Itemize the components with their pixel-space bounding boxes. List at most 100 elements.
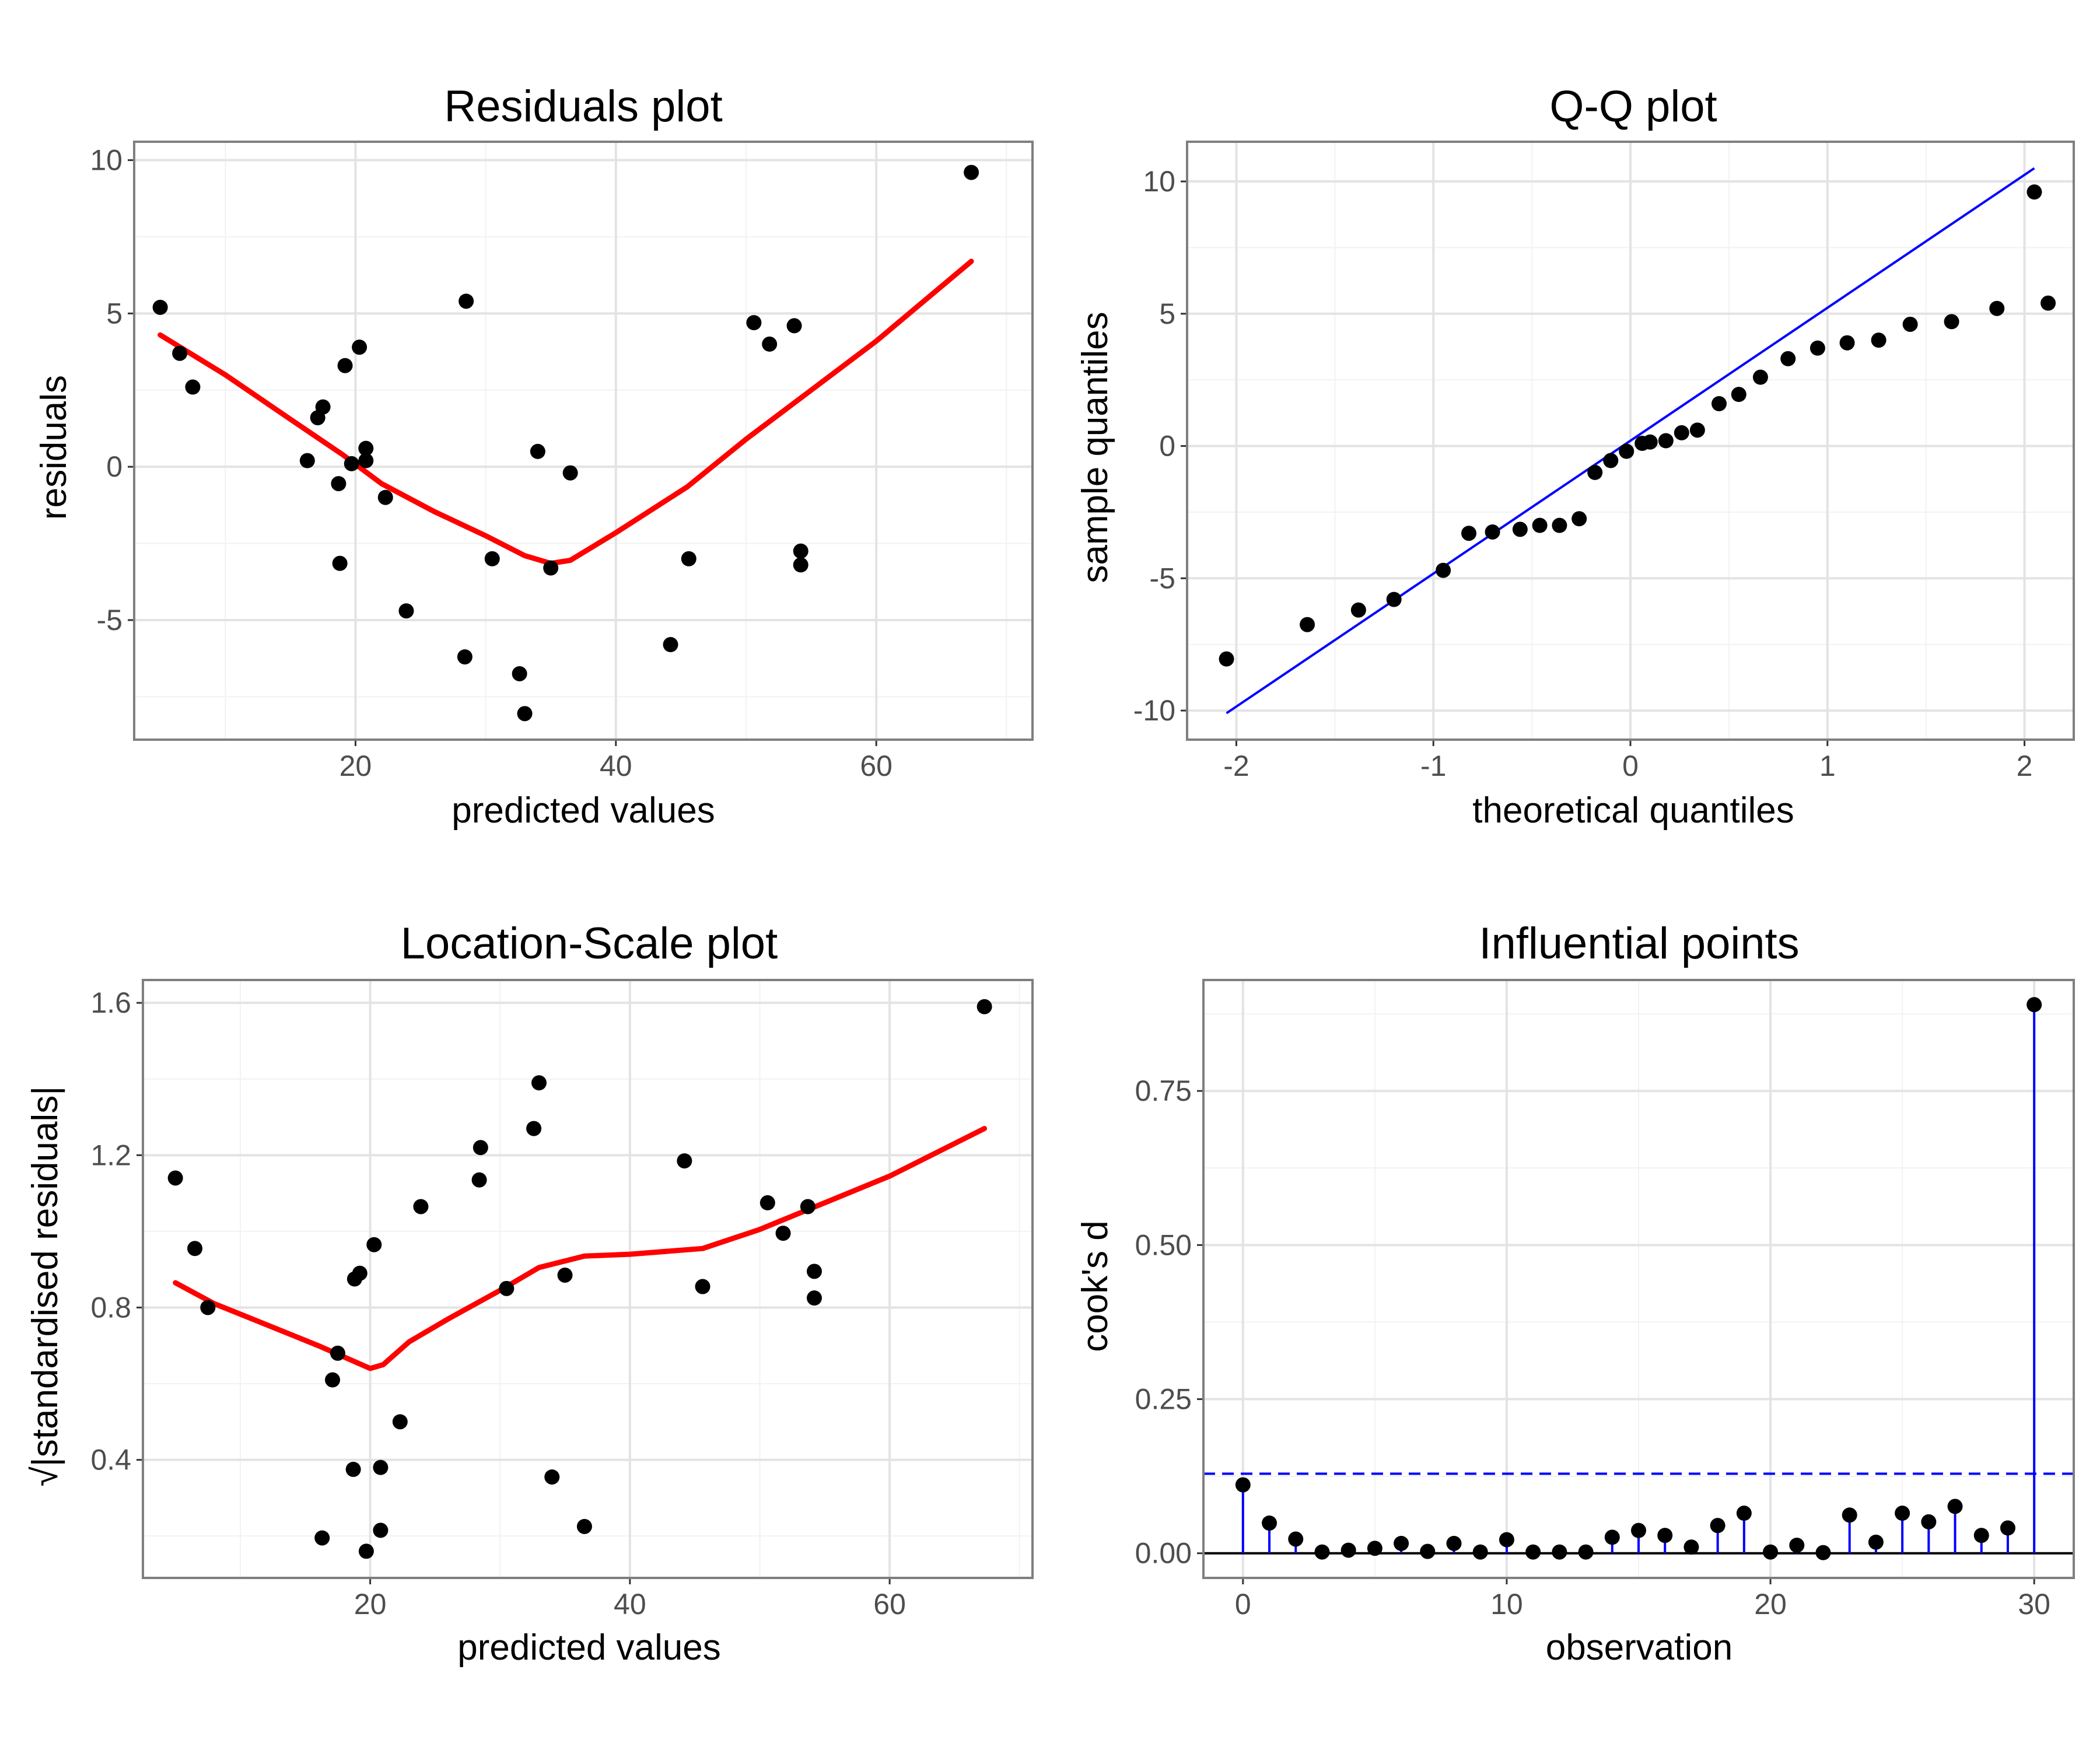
residuals-plot-data-layer bbox=[152, 164, 979, 722]
influential-points-point bbox=[1763, 1544, 1779, 1560]
location-scale-plot-point bbox=[531, 1075, 547, 1091]
location-scale-plot-point bbox=[544, 1469, 560, 1485]
influential-points-point bbox=[1789, 1537, 1805, 1553]
location-scale-plot-point bbox=[325, 1372, 341, 1388]
influential-points-title: Influential points bbox=[1479, 919, 1799, 968]
residuals-plot-x-tick-label: 20 bbox=[340, 750, 372, 782]
residuals-plot-point bbox=[185, 379, 201, 395]
location-scale-plot-x-tick-label: 20 bbox=[354, 1588, 387, 1620]
residuals-plot-plot-area bbox=[134, 142, 1032, 740]
location-scale-plot-point bbox=[557, 1267, 573, 1283]
qq-plot-point bbox=[1712, 396, 1727, 412]
location-scale-plot-point bbox=[760, 1195, 775, 1210]
influential-points-point bbox=[1446, 1535, 1462, 1551]
influential-points-point bbox=[1604, 1530, 1620, 1545]
influential-points-point bbox=[1420, 1544, 1436, 1559]
influential-points-y-tick-label: 0.50 bbox=[1135, 1228, 1192, 1261]
qq-plot-panel: Q-Q plot theoretical quantiles sample qu… bbox=[1075, 82, 2075, 831]
influential-points-point bbox=[1552, 1544, 1567, 1560]
location-scale-plot-point bbox=[806, 1290, 822, 1306]
qq-plot-point bbox=[1350, 602, 1366, 618]
qq-plot-data-layer bbox=[1219, 167, 2056, 715]
qq-plot-point bbox=[1485, 524, 1500, 540]
qq-plot-point bbox=[1552, 517, 1567, 533]
location-scale-plot-xlabel: predicted values bbox=[457, 1628, 721, 1668]
influential-points-point bbox=[1868, 1534, 1884, 1550]
qq-plot-point bbox=[1572, 511, 1587, 527]
qq-plot-point bbox=[1587, 464, 1603, 480]
influential-points-point bbox=[1262, 1515, 1278, 1531]
location-scale-plot-point bbox=[775, 1226, 791, 1241]
influential-points-point bbox=[1235, 1477, 1251, 1493]
influential-points-point bbox=[1340, 1542, 1356, 1558]
residuals-plot-title: Residuals plot bbox=[444, 82, 722, 131]
residuals-plot-point bbox=[793, 543, 808, 559]
location-scale-plot-point bbox=[392, 1414, 408, 1430]
residuals-plot-point bbox=[331, 476, 346, 492]
influential-points-x-tick-label: 0 bbox=[1235, 1588, 1251, 1620]
residuals-plot-point bbox=[484, 551, 500, 566]
qq-plot-title: Q-Q plot bbox=[1549, 82, 1717, 131]
qq-plot-point bbox=[1219, 651, 1234, 667]
location-scale-plot-point bbox=[413, 1199, 429, 1214]
residuals-plot-point bbox=[681, 551, 696, 566]
location-scale-plot-point bbox=[167, 1170, 183, 1186]
location-scale-plot-plot-area bbox=[143, 980, 1032, 1578]
influential-points-point bbox=[1314, 1544, 1330, 1560]
residuals-plot-point bbox=[344, 456, 359, 471]
qq-plot-y-tick-label: -10 bbox=[1133, 694, 1175, 727]
qq-plot-point bbox=[1871, 332, 1887, 348]
residuals-plot-point bbox=[459, 293, 474, 309]
residuals-plot-point bbox=[457, 649, 473, 665]
location-scale-plot-point bbox=[471, 1172, 487, 1188]
qq-plot-point bbox=[1532, 517, 1548, 533]
location-scale-plot-point bbox=[800, 1199, 816, 1214]
influential-points-point bbox=[1710, 1518, 1726, 1534]
location-scale-plot-point bbox=[526, 1121, 542, 1136]
qq-plot-x-tick-label: 2 bbox=[2017, 750, 2033, 782]
residuals-plot-y-tick-label: 5 bbox=[106, 297, 123, 330]
influential-points-point bbox=[1921, 1514, 1937, 1530]
influential-points-point bbox=[1578, 1544, 1594, 1560]
influential-points-xlabel: observation bbox=[1546, 1628, 1733, 1668]
influential-points-data-layer bbox=[1203, 997, 2074, 1560]
residuals-plot-point bbox=[543, 560, 559, 576]
location-scale-plot-point bbox=[358, 1544, 374, 1559]
location-scale-plot-x-tick-label: 60 bbox=[873, 1588, 906, 1620]
residuals-plot-xlabel: predicted values bbox=[452, 790, 715, 831]
influential-points-point bbox=[1472, 1544, 1488, 1560]
influential-points-point bbox=[1842, 1507, 1857, 1523]
qq-plot-x-tick-label: -1 bbox=[1420, 750, 1446, 782]
influential-points-point bbox=[1394, 1535, 1409, 1551]
residuals-plot-point bbox=[152, 299, 168, 315]
influential-points-x-tick-label: 30 bbox=[2018, 1588, 2050, 1620]
residuals-plot-y-tick-label: 0 bbox=[106, 450, 123, 483]
location-scale-plot-x-tick-label: 40 bbox=[614, 1588, 646, 1620]
residuals-plot-point bbox=[337, 358, 353, 373]
qq-plot-point bbox=[1839, 335, 1855, 351]
qq-plot-y-tick-label: -5 bbox=[1150, 562, 1175, 594]
location-scale-plot-panel: Location-Scale plot predicted values √|s… bbox=[25, 919, 1034, 1668]
qq-plot-point bbox=[1731, 387, 1746, 402]
qq-plot-point bbox=[1461, 526, 1477, 541]
location-scale-plot-y-tick-label: 1.2 bbox=[90, 1139, 131, 1171]
influential-points-point bbox=[1499, 1532, 1514, 1548]
residuals-plot-point bbox=[358, 453, 374, 468]
residuals-plot-y-tick-label: 10 bbox=[90, 144, 123, 177]
influential-points-ylabel: cook's d bbox=[1075, 1220, 1115, 1352]
residuals-plot-point bbox=[332, 555, 348, 571]
location-scale-plot-point bbox=[366, 1237, 382, 1252]
qq-plot-point bbox=[1603, 453, 1619, 468]
residuals-plot-x-tick-label: 40 bbox=[600, 750, 632, 782]
qq-plot-point bbox=[2041, 295, 2056, 311]
influential-points-point bbox=[1947, 1499, 1963, 1514]
residuals-plot-point bbox=[530, 443, 545, 459]
qq-plot-point bbox=[1436, 562, 1451, 578]
location-scale-plot-point bbox=[499, 1280, 514, 1296]
qq-plot-point bbox=[1989, 300, 2005, 316]
influential-points-y-tick-label: 0.00 bbox=[1135, 1537, 1192, 1570]
qq-plot-x-tick-label: 0 bbox=[1622, 750, 1639, 782]
qq-plot-point bbox=[2027, 184, 2042, 200]
influential-points-point bbox=[1288, 1531, 1304, 1547]
